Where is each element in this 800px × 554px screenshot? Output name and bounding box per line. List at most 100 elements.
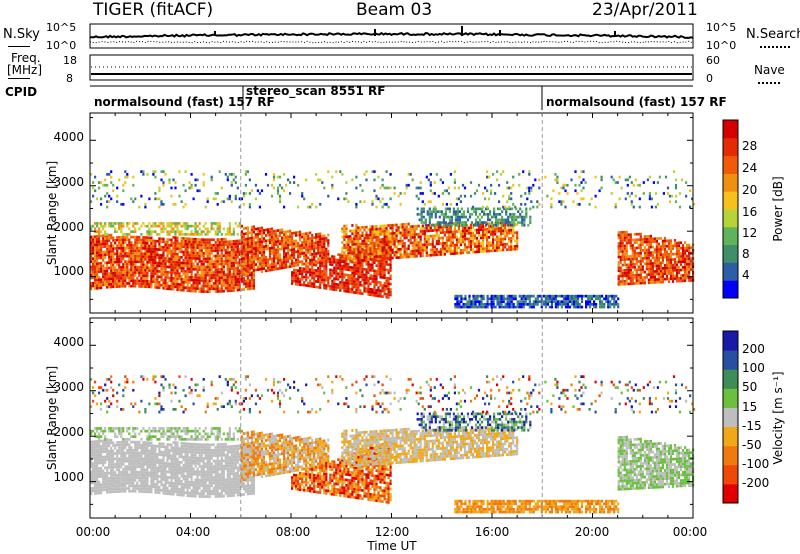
rti-cell (420, 210, 423, 213)
rti-cell (669, 252, 673, 256)
rti-cell (385, 203, 388, 206)
rti-cell (317, 275, 320, 278)
rti-cell (176, 282, 179, 286)
rti-cell (679, 276, 683, 280)
rti-cell (303, 267, 306, 271)
rti-cell (234, 242, 237, 246)
rti-cell (417, 241, 420, 244)
rti-cell (220, 254, 223, 258)
rti-cell (496, 294, 499, 298)
rti-cell (258, 229, 261, 233)
rti-cell (158, 281, 161, 284)
freq-panel: 18 8 60 0 (63, 54, 720, 85)
rti-cell (202, 241, 205, 244)
rti-cell (130, 271, 133, 274)
rti-cell (289, 243, 292, 247)
rti-cell (554, 300, 557, 303)
rti-cell (156, 250, 159, 254)
rti-cell (188, 286, 191, 290)
rti-cell (154, 261, 157, 265)
rti-cell (647, 256, 650, 260)
rti-cell (544, 303, 547, 306)
rti-cell (287, 230, 290, 233)
rti-cell (180, 275, 183, 278)
rti-cell (98, 275, 101, 279)
rti-cell (106, 233, 109, 236)
rti-cell (182, 258, 185, 262)
rti-cell (317, 235, 320, 239)
rti-cell (178, 264, 181, 267)
rti-cell (94, 248, 97, 252)
rti-cell (511, 218, 514, 222)
rti-cell (311, 274, 314, 277)
rti-cell (538, 294, 541, 298)
rti-cell (214, 268, 217, 272)
rti-cell (443, 247, 446, 251)
rti-cell (503, 218, 506, 222)
rti-cell (451, 235, 454, 239)
rti-cell (90, 246, 93, 250)
rti-cell (439, 250, 442, 254)
rti-cell (295, 239, 298, 243)
rti-cell (367, 233, 370, 237)
rti-cell (174, 224, 177, 228)
rti-cell (307, 240, 310, 243)
rti-cell (359, 292, 362, 295)
rti-cell (369, 266, 372, 269)
rti-cell (188, 233, 191, 236)
rti-cell (246, 226, 249, 230)
rti-cell (180, 288, 183, 292)
rti-cell (230, 253, 233, 257)
rti-cell (301, 192, 304, 195)
rti-cell (224, 257, 227, 260)
rti-cell (357, 240, 360, 243)
rti-cell (655, 259, 658, 262)
rti-cell (365, 268, 368, 271)
rti-cell (186, 222, 189, 225)
rti-cell (325, 273, 328, 277)
rti-cell (293, 264, 296, 268)
rti-cell (252, 236, 255, 239)
rti-cell (154, 258, 157, 262)
rti-cell (665, 253, 669, 256)
rti-cell (190, 248, 193, 252)
rti-cell (498, 235, 501, 238)
rti-cell (576, 300, 580, 303)
rti-cell (343, 230, 346, 233)
rti-cell (321, 240, 324, 243)
rti-cell (407, 228, 410, 231)
rti-cell (327, 255, 330, 259)
rti-cell (295, 269, 298, 272)
rti-cell (176, 230, 179, 233)
rti-cell (274, 232, 278, 235)
rti-cell (428, 207, 431, 211)
rti-cell (363, 234, 366, 237)
rti-cell (256, 254, 259, 258)
rti-cell (120, 265, 123, 269)
rti-cell (653, 278, 656, 281)
rti-cell (339, 264, 342, 268)
rti-cell (246, 231, 249, 235)
rti-cell (112, 255, 115, 259)
rti-cell (663, 242, 667, 245)
rti-cell (208, 241, 211, 244)
rti-cell (458, 294, 461, 298)
rti-cell (607, 305, 610, 309)
rti-cell (661, 280, 664, 284)
rti-cell (420, 218, 423, 222)
rti-cell (441, 253, 444, 256)
rti-cell (116, 255, 119, 258)
rti-cell (200, 284, 203, 288)
rti-cell (617, 236, 620, 240)
rti-cell (94, 262, 97, 266)
rti-cell (511, 207, 514, 211)
rti-cell (156, 275, 159, 278)
rti-cell (639, 238, 642, 241)
rti-cell (246, 229, 249, 232)
rti-cell (94, 265, 97, 268)
rti-cell (234, 286, 237, 289)
rti-cell (363, 239, 366, 243)
rti-cell (371, 230, 374, 234)
rti-cell (283, 266, 286, 269)
rti-cell (667, 255, 671, 259)
